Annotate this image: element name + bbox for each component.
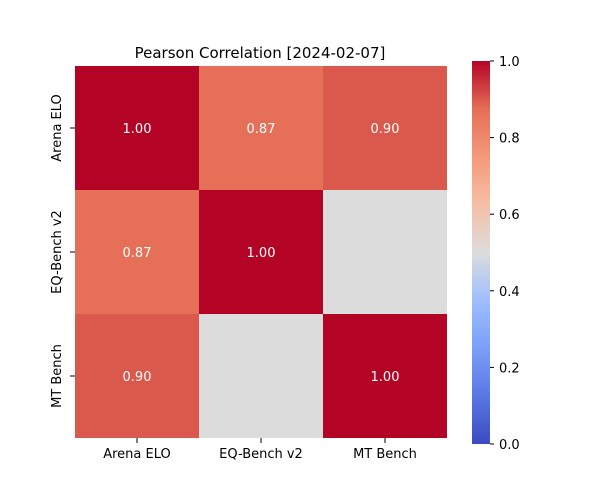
y-tick-label: Arena ELO bbox=[50, 94, 65, 162]
y-axis: Arena ELO EQ-Bench v2 MT Bench bbox=[50, 94, 75, 408]
colorbar-tick-label: 0.0 bbox=[499, 438, 520, 453]
cell-value-label: 0.90 bbox=[123, 370, 152, 385]
x-axis: Arena ELO EQ-Bench v2 MT Bench bbox=[103, 438, 417, 462]
heatmap-cell-labels: 1.00 0.87 0.90 0.87 1.00 0.90 1.00 bbox=[123, 122, 400, 385]
colorbar-ticks: 0.0 0.2 0.4 0.6 0.8 1.0 bbox=[490, 55, 520, 453]
heatmap-cell bbox=[75, 66, 199, 190]
cell-value-label: 1.00 bbox=[371, 370, 400, 385]
heatmap-cell bbox=[75, 190, 199, 314]
cell-value-label: 1.00 bbox=[123, 122, 152, 137]
y-tick-label: MT Bench bbox=[50, 344, 65, 408]
heatmap-cell bbox=[199, 66, 323, 190]
cell-value-label: 1.00 bbox=[247, 246, 276, 261]
colorbar-bar bbox=[472, 61, 490, 444]
y-tick-label: EQ-Bench v2 bbox=[50, 210, 65, 294]
colorbar: 0.0 0.2 0.4 0.6 0.8 1.0 bbox=[472, 55, 520, 453]
chart-title: Pearson Correlation [2024-02-07] bbox=[135, 44, 386, 62]
colorbar-tick-label: 0.8 bbox=[499, 132, 520, 147]
x-tick-label: Arena ELO bbox=[103, 447, 171, 462]
heatmap-cell bbox=[323, 314, 447, 438]
x-tick-label: MT Bench bbox=[353, 447, 417, 462]
heatmap-cell bbox=[75, 314, 199, 438]
colorbar-tick-label: 0.2 bbox=[499, 361, 520, 376]
heatmap-cells bbox=[75, 66, 447, 438]
colorbar-tick-label: 0.6 bbox=[499, 208, 520, 223]
heatmap-cell bbox=[323, 190, 447, 314]
heatmap-cell bbox=[199, 190, 323, 314]
colorbar-tick-label: 0.4 bbox=[499, 285, 520, 300]
heatmap-cell bbox=[199, 314, 323, 438]
colorbar-tick-label: 1.0 bbox=[499, 55, 520, 70]
x-tick-label: EQ-Bench v2 bbox=[219, 447, 303, 462]
cell-value-label: 0.90 bbox=[371, 122, 400, 137]
heatmap-cell bbox=[323, 66, 447, 190]
cell-value-label: 0.87 bbox=[123, 246, 152, 261]
cell-value-label: 0.87 bbox=[247, 122, 276, 137]
